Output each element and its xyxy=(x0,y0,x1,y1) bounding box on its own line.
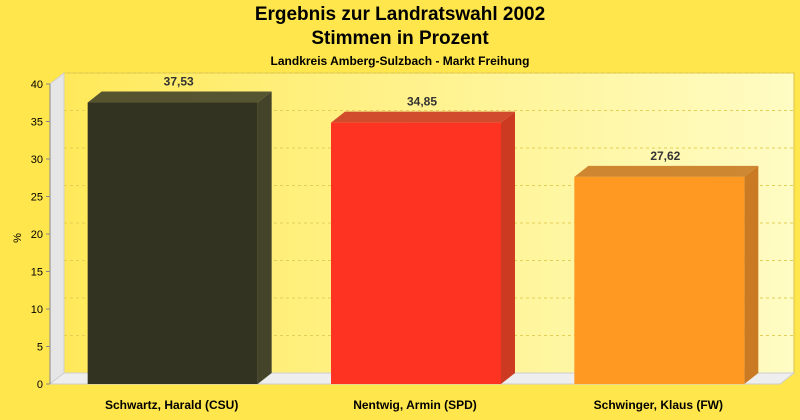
bar-top xyxy=(574,165,759,177)
y-tick-label: 30 xyxy=(31,154,43,166)
bar-top xyxy=(87,91,272,103)
bar xyxy=(331,122,501,384)
x-tick-label: Schwartz, Harald (CSU) xyxy=(105,398,238,412)
y-tick-label: 15 xyxy=(31,267,43,279)
bar-side xyxy=(501,111,515,384)
bar xyxy=(574,176,745,384)
y-axis-label: % xyxy=(12,233,24,243)
y-tick-label: 25 xyxy=(31,192,43,204)
data-label: 34,85 xyxy=(407,95,437,109)
x-tick-label: Nentwig, Armin (SPD) xyxy=(353,398,477,412)
bar-side xyxy=(744,165,759,384)
y-tick-label: 20 xyxy=(31,229,43,241)
chart-title: Ergebnis zur Landratswahl 2002 xyxy=(254,4,546,25)
chart-title-line2: Stimmen in Prozent xyxy=(311,28,489,49)
data-label: 27,62 xyxy=(650,149,680,163)
y-tick-label: 10 xyxy=(31,304,43,316)
bar-top xyxy=(331,111,515,123)
data-label: 37,53 xyxy=(164,75,194,89)
bar-side xyxy=(257,91,272,385)
bar xyxy=(87,102,258,385)
y-tick-label: 40 xyxy=(31,79,43,91)
plot-side-wall xyxy=(49,71,65,386)
y-tick-label: 35 xyxy=(31,117,43,129)
y-tick-label: 5 xyxy=(37,342,43,354)
y-tick-label: 0 xyxy=(37,379,43,391)
x-tick-label: Schwinger, Klaus (FW) xyxy=(594,398,723,412)
chart-subtitle: Landkreis Amberg-Sulzbach - Markt Freihu… xyxy=(270,54,530,68)
